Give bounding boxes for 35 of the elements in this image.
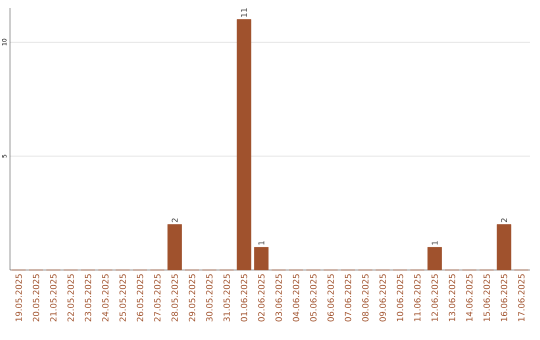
bar bbox=[167, 224, 182, 270]
x-tick-label: 02.06.2025 bbox=[258, 274, 265, 322]
x-tick-label: 28.05.2025 bbox=[171, 274, 178, 322]
x-tick-label: 23.05.2025 bbox=[84, 274, 92, 322]
x-tick-label: 11.06.2025 bbox=[414, 274, 421, 322]
x-tick-label: 01.06.2025 bbox=[240, 274, 248, 322]
x-tick-label: 09.06.2025 bbox=[379, 274, 386, 322]
x-tick-label: 13.06.2025 bbox=[448, 274, 456, 322]
x-tick-label: 12.06.2025 bbox=[431, 274, 438, 322]
x-tick-label: 04.06.2025 bbox=[292, 274, 300, 322]
x-tick-label: 31.05.2025 bbox=[223, 274, 230, 322]
x-tick-label: 16.06.2025 bbox=[500, 274, 508, 322]
x-tick-label: 14.06.2025 bbox=[466, 274, 473, 322]
x-tick-label: 08.06.2025 bbox=[362, 274, 369, 322]
x-tick-label: 29.05.2025 bbox=[188, 274, 196, 322]
bar bbox=[236, 19, 252, 270]
bar bbox=[496, 224, 512, 270]
x-tick-label: 07.06.2025 bbox=[344, 274, 352, 322]
x-tick-label: 22.05.2025 bbox=[67, 274, 74, 322]
x-tick-label: 21.05.2025 bbox=[50, 274, 57, 322]
x-tick-label: 25.05.2025 bbox=[119, 274, 126, 322]
x-tick-label: 24.05.2025 bbox=[102, 274, 109, 322]
x-tick-label: 26.05.2025 bbox=[136, 274, 144, 322]
x-tick-label: 03.06.2025 bbox=[275, 274, 282, 322]
x-tick-label: 30.05.2025 bbox=[206, 274, 213, 322]
bar bbox=[427, 247, 442, 270]
x-tick-label: 06.06.2025 bbox=[327, 274, 334, 322]
x-tick-label: 10.06.2025 bbox=[396, 274, 404, 322]
x-tick-label: 17.06.2025 bbox=[518, 274, 525, 322]
x-tick-label: 19.05.2025 bbox=[15, 274, 22, 322]
bar bbox=[254, 247, 269, 270]
x-tick-label: 15.06.2025 bbox=[483, 274, 490, 322]
x-tick-label: 27.05.2025 bbox=[154, 274, 161, 322]
x-tick-label: 20.05.2025 bbox=[32, 274, 40, 322]
x-tick-label: 05.06.2025 bbox=[310, 274, 317, 322]
